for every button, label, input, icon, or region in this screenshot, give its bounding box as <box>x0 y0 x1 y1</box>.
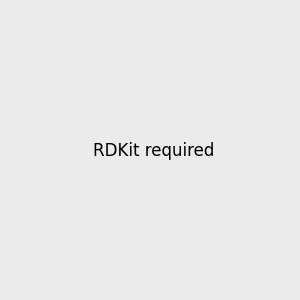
Text: RDKit required: RDKit required <box>93 142 214 160</box>
